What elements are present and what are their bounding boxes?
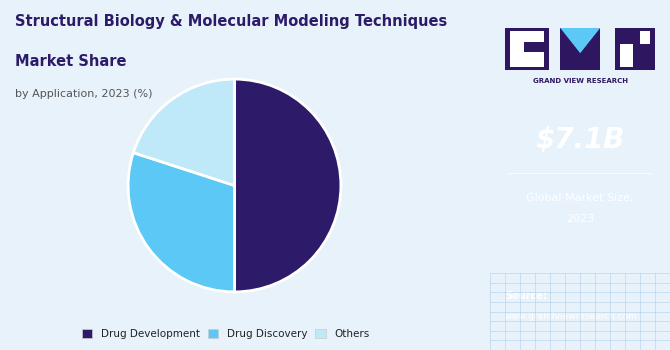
Bar: [615, 28, 655, 70]
Bar: [505, 28, 549, 70]
Text: Global Market Size,: Global Market Size,: [527, 193, 634, 203]
Bar: [511, 30, 543, 68]
Text: GRAND VIEW RESEARCH: GRAND VIEW RESEARCH: [533, 78, 628, 84]
Bar: [524, 42, 543, 51]
Bar: [620, 30, 640, 44]
Text: $7.1B: $7.1B: [535, 126, 625, 154]
Bar: [633, 44, 650, 68]
Wedge shape: [133, 79, 234, 186]
Text: Source:: Source:: [505, 291, 547, 301]
Text: Structural Biology & Molecular Modeling Techniques: Structural Biology & Molecular Modeling …: [15, 14, 447, 29]
Wedge shape: [128, 153, 234, 292]
Polygon shape: [560, 28, 600, 53]
Text: Market Share: Market Share: [15, 54, 126, 69]
Bar: [560, 28, 600, 70]
Polygon shape: [633, 53, 650, 68]
Text: 2023: 2023: [566, 214, 594, 224]
Text: by Application, 2023 (%): by Application, 2023 (%): [15, 89, 152, 99]
Wedge shape: [234, 79, 341, 292]
Text: www.grandviewresearch.com: www.grandviewresearch.com: [505, 312, 638, 321]
Bar: [620, 30, 650, 68]
Legend: Drug Development, Drug Discovery, Others: Drug Development, Drug Discovery, Others: [78, 325, 374, 343]
